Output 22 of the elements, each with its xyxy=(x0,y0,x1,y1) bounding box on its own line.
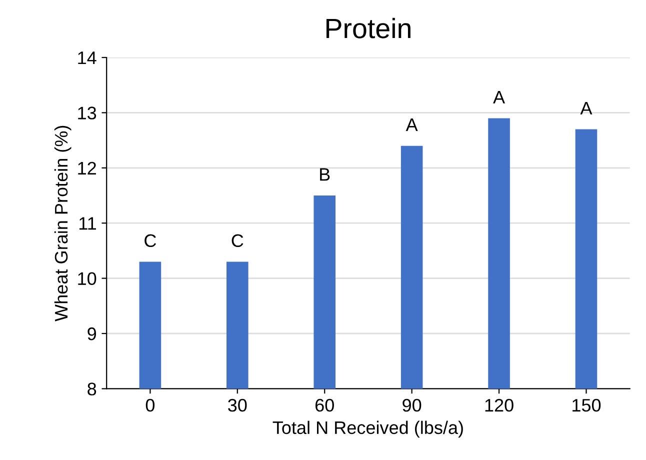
x-tick-label: 90 xyxy=(402,398,422,412)
annotation: C xyxy=(144,234,156,248)
annotation: A xyxy=(406,118,418,131)
y-tick-label: 14 xyxy=(78,52,96,64)
y-tick-label: 8 xyxy=(88,382,96,396)
y-axis-title: Wheat Grain Protein (%) xyxy=(54,126,72,322)
x-axis-title: Total N Received (lbs/a) xyxy=(272,420,463,438)
x-tick-label: 0 xyxy=(146,398,155,412)
annotation: A xyxy=(580,102,592,114)
y-tick-label: 11 xyxy=(79,217,96,230)
x-tick-label: 120 xyxy=(485,398,514,412)
annotation: A xyxy=(493,90,506,104)
y-tick-label: 12 xyxy=(78,162,96,174)
y-tick-label: 10 xyxy=(78,272,96,286)
x-tick-label: 60 xyxy=(315,398,334,412)
annotation: B xyxy=(320,168,330,181)
annotation: C xyxy=(232,234,244,248)
x-tick-label: 150 xyxy=(572,398,601,412)
y-tick-label: 9 xyxy=(88,327,96,340)
chart-title: Protein xyxy=(326,18,410,38)
y-tick-label: 13 xyxy=(78,106,96,120)
x-tick-label: 30 xyxy=(228,398,247,412)
